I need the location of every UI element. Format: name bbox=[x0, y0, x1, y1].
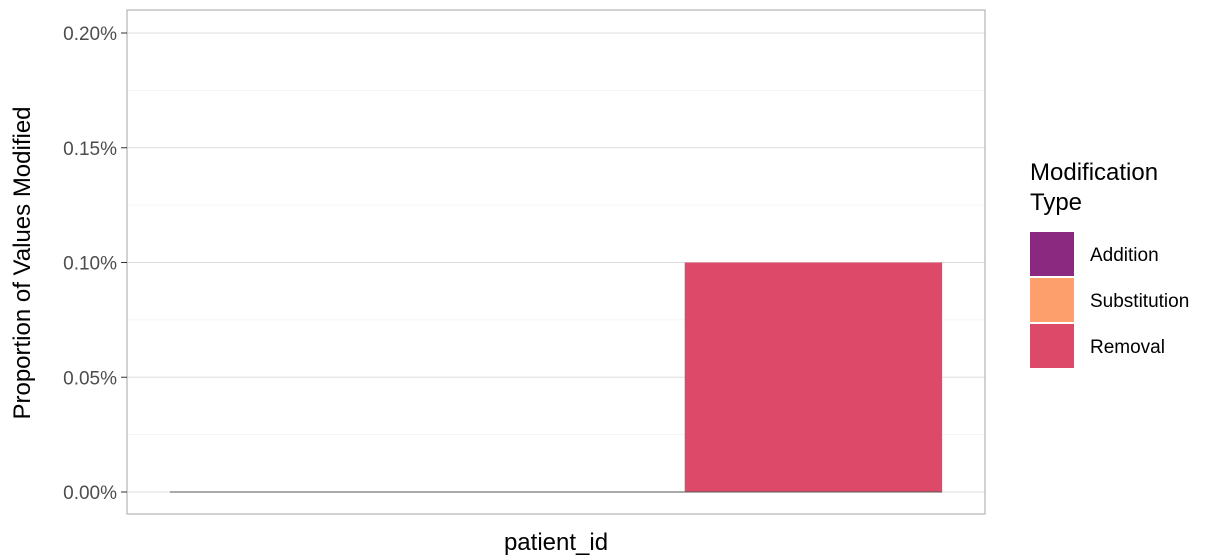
x-category-label: patient_id bbox=[504, 529, 608, 556]
y-tick-label: 0.10% bbox=[63, 254, 117, 275]
legend-label-removal: Removal bbox=[1090, 337, 1165, 358]
y-tick-labels: 0.00% 0.05% 0.10% 0.15% 0.20% bbox=[63, 24, 127, 504]
legend-items: Addition Substitution Removal bbox=[1030, 232, 1189, 368]
legend-title-line-2: Type bbox=[1030, 189, 1082, 216]
y-axis-title: Proportion of Values Modified bbox=[9, 106, 36, 419]
bars bbox=[169, 262, 943, 493]
y-tick-label: 0.05% bbox=[63, 368, 117, 389]
legend-key-removal bbox=[1030, 324, 1074, 368]
legend-title-line-1: Modification bbox=[1030, 159, 1158, 186]
legend-label-substitution: Substitution bbox=[1090, 291, 1189, 312]
y-tick-label: 0.15% bbox=[63, 139, 117, 160]
legend-label-addition: Addition bbox=[1090, 245, 1159, 266]
legend-key-substitution bbox=[1030, 278, 1074, 322]
legend-key-addition bbox=[1030, 232, 1074, 276]
x-tick-labels: patient_id bbox=[504, 529, 608, 556]
bar-removal bbox=[684, 262, 943, 492]
gridlines bbox=[127, 32, 985, 493]
legend: Modification Type Addition Substitution Re… bbox=[1030, 159, 1189, 368]
y-tick-label: 0.20% bbox=[63, 24, 117, 45]
y-tick-label: 0.00% bbox=[63, 483, 117, 504]
